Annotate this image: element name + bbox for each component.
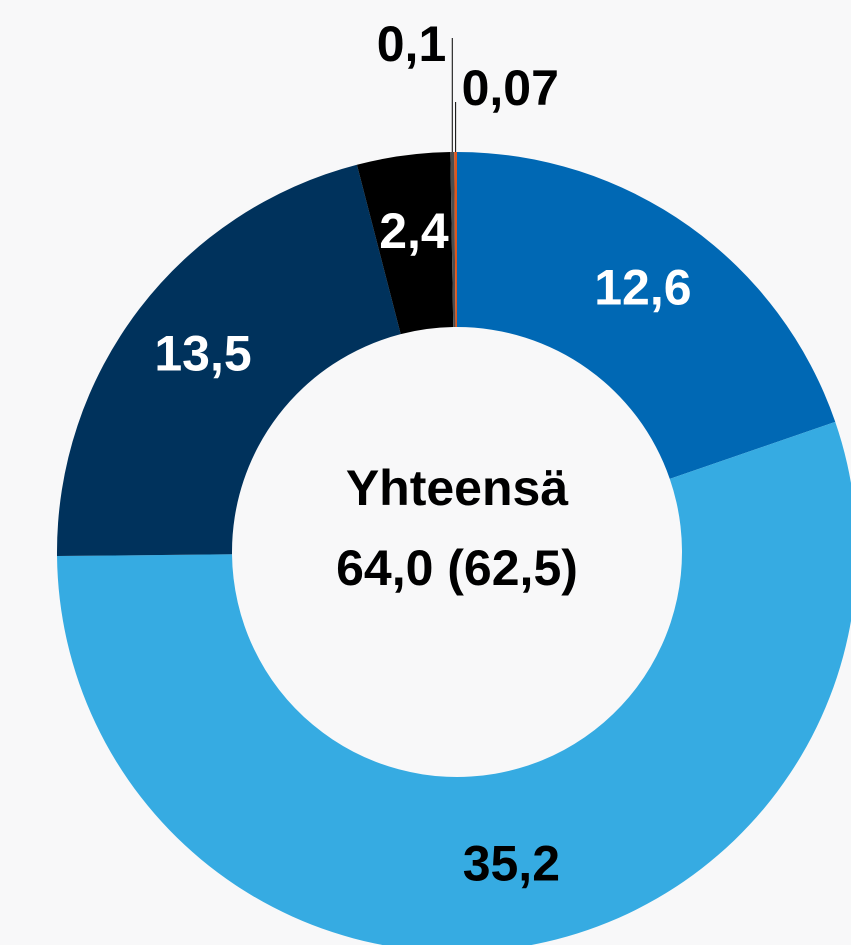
value-label: 13,5 bbox=[154, 326, 251, 382]
slice bbox=[454, 152, 457, 328]
center-title: Yhteensä bbox=[346, 460, 569, 516]
slice bbox=[457, 152, 836, 479]
slice bbox=[450, 152, 456, 328]
slice bbox=[57, 421, 851, 945]
value-label: 0,07 bbox=[462, 60, 559, 116]
center-value: 64,0 (62,5) bbox=[336, 540, 578, 596]
slice bbox=[57, 164, 401, 557]
value-label: 0,1 bbox=[377, 16, 447, 72]
value-label: 12,6 bbox=[594, 260, 691, 316]
value-label: 35,2 bbox=[463, 836, 560, 892]
slice bbox=[356, 152, 454, 335]
value-label: 2,4 bbox=[379, 203, 449, 259]
